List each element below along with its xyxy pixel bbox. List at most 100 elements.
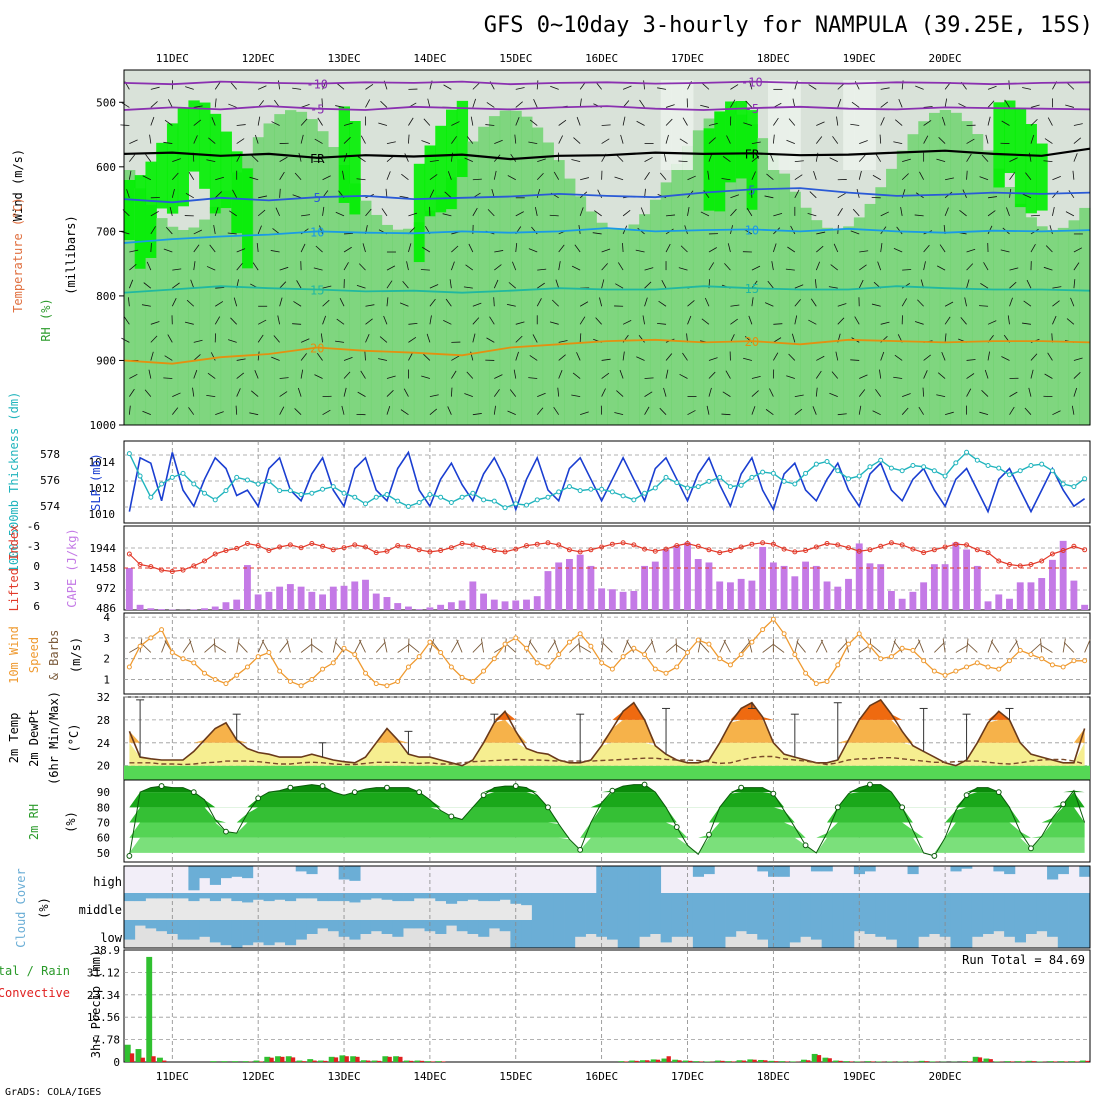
- cloud-cell: [628, 866, 640, 893]
- cloud-cell: [510, 893, 522, 904]
- precip-total-bar: [693, 1061, 700, 1062]
- wind-barb: [420, 269, 430, 271]
- wind-barb: [465, 264, 474, 271]
- rh-field-cell: [220, 131, 232, 209]
- precip-total-bar: [811, 1053, 818, 1062]
- precip-total-bar: [897, 1061, 904, 1062]
- surface-wind-barb: [966, 638, 969, 653]
- wind-barb: [386, 375, 396, 379]
- wind-barb: [341, 405, 345, 415]
- wind-barb: [687, 206, 690, 216]
- wind-barb: [639, 99, 645, 108]
- precip-total-bar: [285, 1056, 292, 1062]
- precip-total-bar: [704, 1061, 711, 1062]
- cloud-cell: [403, 893, 415, 902]
- wind-barb: [659, 172, 667, 180]
- cloud-cell: [124, 893, 136, 902]
- wind-barb: [730, 99, 736, 108]
- rh-field-cell: [789, 80, 801, 170]
- thickness-marker: [459, 494, 465, 500]
- thickness-marker: [330, 484, 336, 490]
- wind-barb: [537, 282, 545, 289]
- wind-barb: [230, 317, 237, 325]
- thickness-marker: [1049, 468, 1055, 474]
- wind-barb: [987, 196, 998, 199]
- wind-barb: [272, 228, 280, 235]
- thickness-marker: [717, 474, 723, 480]
- cloud-cell: [939, 893, 951, 920]
- wind-barb: [314, 374, 323, 379]
- wind-barb: [507, 175, 516, 181]
- wind-barb: [120, 231, 130, 235]
- wind-marker: [481, 668, 487, 674]
- precip-convective-bar: [408, 1060, 414, 1062]
- cloud-cell: [596, 893, 608, 920]
- cloud-cell: [392, 920, 404, 937]
- wind-barb: [423, 118, 431, 126]
- wind-barb: [1026, 279, 1032, 289]
- precip-convective-bar: [419, 1060, 424, 1062]
- wind-barb: [687, 315, 692, 325]
- rh-marker: [287, 784, 294, 791]
- wind-barb: [343, 371, 351, 379]
- li-marker: [137, 562, 143, 567]
- cloud-cell: [553, 920, 565, 948]
- wind-barb: [257, 225, 262, 235]
- precip-convective-bar: [773, 1061, 779, 1062]
- wind-barb: [193, 369, 198, 379]
- rh-field-cell: [231, 151, 243, 234]
- wind-barb: [616, 154, 624, 162]
- wind-marker: [964, 664, 970, 670]
- wind-barb: [472, 333, 476, 343]
- cloud-cell: [467, 920, 479, 934]
- cloud-cell: [1025, 893, 1037, 920]
- cloud-cell: [199, 893, 211, 899]
- wind-barb: [386, 171, 391, 180]
- wind-marker: [126, 664, 132, 670]
- wind-barb: [300, 338, 310, 343]
- wind-barb: [252, 262, 259, 271]
- wind-barb: [550, 85, 559, 90]
- rh-field-cell: [596, 222, 608, 425]
- cloud-cell: [864, 920, 876, 934]
- surface-wind-barb: [189, 639, 195, 653]
- wind-barb: [186, 299, 195, 307]
- wind-barb: [167, 334, 173, 343]
- temp-axis-label: (°C): [67, 724, 81, 753]
- precip-total-bar: [328, 1056, 335, 1062]
- wind-barb: [515, 87, 525, 90]
- wind-barb: [271, 356, 280, 361]
- li-marker: [964, 542, 970, 548]
- cape-bar: [394, 603, 402, 610]
- wind-barb: [665, 353, 673, 361]
- wind-barb: [399, 195, 409, 199]
- wind-barb: [1009, 281, 1017, 289]
- wind-barb: [813, 171, 817, 180]
- rh-field-cell: [424, 210, 436, 425]
- wind-barb: [1022, 193, 1032, 199]
- li-marker: [126, 551, 132, 557]
- cloud-cell: [531, 920, 543, 948]
- cape-bar: [190, 609, 198, 610]
- precip-convective-bar: [741, 1060, 746, 1062]
- rh-field-cell: [1004, 100, 1016, 174]
- wind-barb: [872, 174, 881, 181]
- precip-total-bar: [618, 1061, 625, 1062]
- thickness-marker: [899, 468, 905, 474]
- wind-barb: [429, 284, 439, 289]
- wind-barb: [142, 175, 152, 181]
- cape-bar: [651, 561, 659, 610]
- wind-barb: [601, 388, 606, 397]
- temp-base-band: [124, 765, 1090, 780]
- cape-bar: [898, 598, 906, 610]
- wind-barb: [344, 232, 354, 235]
- wind-barb: [339, 297, 345, 307]
- wind-barb: [665, 134, 669, 144]
- wind-barb: [279, 171, 285, 180]
- wind-barb: [213, 225, 216, 235]
- wind-barb: [721, 413, 731, 416]
- rh-field-cell: [607, 228, 619, 425]
- rh-marker: [963, 792, 970, 799]
- precip-total-bar: [436, 1061, 442, 1062]
- rh-marker: [995, 789, 1002, 796]
